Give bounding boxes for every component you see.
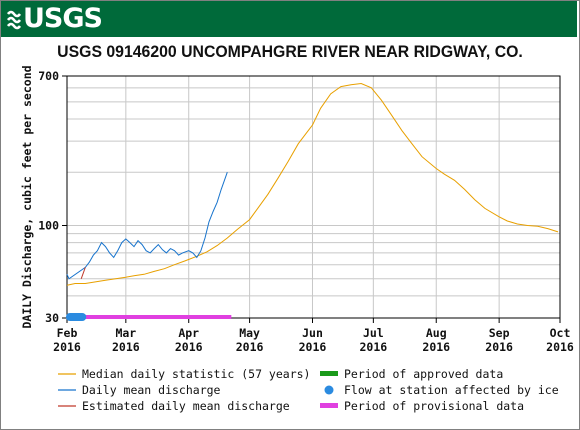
ice-period-marker <box>66 313 87 321</box>
x-tick-year: 2016 <box>236 340 264 354</box>
x-tick-year: 2016 <box>299 340 327 354</box>
legend-bar-swatch <box>320 403 338 408</box>
x-tick-year: 2016 <box>53 340 81 354</box>
x-tick-label: Feb <box>57 326 78 340</box>
y-tick-label: 700 <box>38 69 59 83</box>
legend-label: Estimated daily mean discharge <box>82 399 290 413</box>
x-tick-year: 2016 <box>485 340 513 354</box>
legend-dot-swatch <box>324 385 334 395</box>
x-tick-label: Apr <box>178 326 199 340</box>
x-tick-label: Jun <box>302 326 323 340</box>
series-line-2 <box>66 172 228 280</box>
x-tick-year: 2016 <box>422 340 450 354</box>
logo-text: USGS <box>23 3 103 34</box>
series-line-1 <box>66 82 559 286</box>
x-tick-year: 2016 <box>112 340 140 354</box>
x-tick-year: 2016 <box>359 340 387 354</box>
y-tick-label: 100 <box>38 219 59 233</box>
legend-label: Daily mean discharge <box>82 383 221 397</box>
series-line-3 <box>80 267 86 279</box>
x-tick-label: Mar <box>115 326 136 340</box>
chart-title: USGS 09146200 UNCOMPAHGRE RIVER NEAR RID… <box>57 42 523 61</box>
usgs-logo: USGS <box>7 3 103 34</box>
x-tick-label: May <box>239 326 260 340</box>
y-axis-label: DAILY Discharge, cubic feet per second <box>20 65 34 328</box>
x-tick-year: 2016 <box>546 340 574 354</box>
usgs-wave-icon <box>7 10 21 30</box>
x-tick-label: Sep <box>489 326 510 340</box>
usgs-banner: USGS <box>1 1 577 37</box>
legend-label: Median daily statistic (57 years) <box>82 367 310 381</box>
legend-label: Period of provisional data <box>344 399 524 413</box>
y-tick-label: 30 <box>45 311 59 325</box>
x-tick-year: 2016 <box>175 340 203 354</box>
plot-area <box>66 75 561 319</box>
legend-bar-swatch <box>320 371 338 376</box>
legend-label: Flow at station affected by ice <box>344 383 559 397</box>
x-tick-label: Jul <box>363 326 384 340</box>
x-tick-label: Oct <box>550 326 571 340</box>
legend-label: Period of approved data <box>344 367 503 381</box>
x-tick-label: Aug <box>426 326 447 340</box>
